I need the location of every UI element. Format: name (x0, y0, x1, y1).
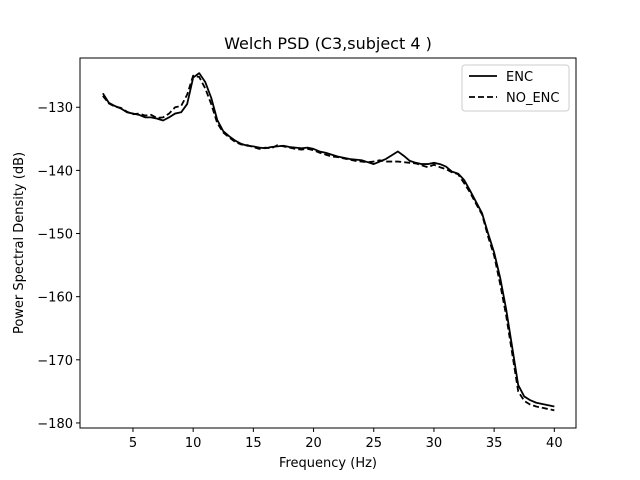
y-tick-label: −130 (37, 101, 73, 116)
y-tick-label: −180 (37, 417, 73, 432)
series-line-no-enc (102, 74, 555, 412)
y-tick-label: −150 (37, 228, 73, 243)
x-tick-label: 25 (365, 436, 382, 451)
x-axis-ticks: 5 10 15 20 25 30 35 40 (129, 428, 563, 451)
x-tick-label: 30 (426, 436, 443, 451)
y-axis-label: Power Spectral Density (dB) (12, 152, 27, 334)
legend-label-enc: ENC (506, 70, 533, 85)
x-tick-label: 15 (245, 436, 262, 451)
legend: ENC NO_ENC (461, 64, 570, 112)
x-tick-label: 20 (305, 436, 322, 451)
y-tick-label: −140 (37, 164, 73, 179)
y-tick-label: −160 (37, 291, 73, 306)
x-tick-label: 40 (546, 436, 563, 451)
x-axis-label: Frequency (Hz) (279, 456, 377, 471)
y-tick-label: −170 (37, 354, 73, 369)
x-tick-label: 35 (486, 436, 503, 451)
series-lines (102, 72, 555, 412)
chart-title: Welch PSD (C3,subject 4 ) (224, 34, 432, 53)
x-tick-label: 5 (129, 436, 137, 451)
legend-label-no-enc: NO_ENC (506, 91, 559, 106)
series-line-enc (102, 72, 555, 408)
x-tick-label: 10 (185, 436, 202, 451)
y-axis-ticks: −130 −140 −150 −160 −170 −180 (37, 101, 80, 432)
plot-area-frame (79, 57, 577, 429)
